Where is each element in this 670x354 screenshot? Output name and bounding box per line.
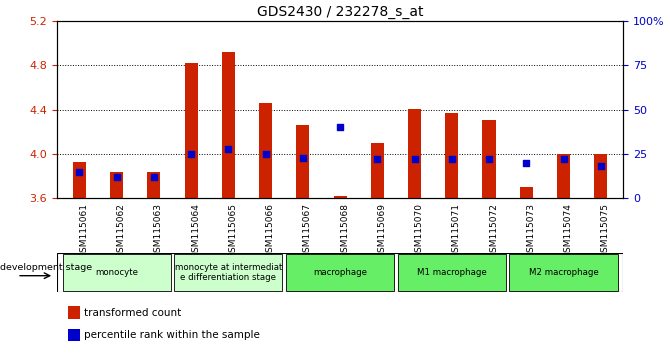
Bar xyxy=(520,187,533,198)
Text: GSM115073: GSM115073 xyxy=(526,202,535,258)
Point xyxy=(409,156,420,162)
Title: GDS2430 / 232278_s_at: GDS2430 / 232278_s_at xyxy=(257,5,423,19)
Bar xyxy=(334,196,346,198)
Text: GSM115062: GSM115062 xyxy=(117,202,125,257)
Point xyxy=(484,156,494,162)
FancyBboxPatch shape xyxy=(398,254,506,291)
Point xyxy=(74,169,84,175)
Bar xyxy=(296,125,310,198)
Point xyxy=(186,151,196,157)
Text: transformed count: transformed count xyxy=(84,308,182,318)
FancyBboxPatch shape xyxy=(62,254,171,291)
Text: percentile rank within the sample: percentile rank within the sample xyxy=(84,330,260,340)
FancyBboxPatch shape xyxy=(174,254,282,291)
FancyBboxPatch shape xyxy=(509,254,618,291)
Text: GSM115064: GSM115064 xyxy=(191,202,200,257)
Text: GSM115068: GSM115068 xyxy=(340,202,349,258)
Text: GSM115070: GSM115070 xyxy=(415,202,423,258)
Text: development stage: development stage xyxy=(0,263,92,273)
Text: GSM115074: GSM115074 xyxy=(563,202,572,257)
Point xyxy=(260,151,271,157)
Text: GSM115066: GSM115066 xyxy=(265,202,275,258)
Point xyxy=(334,125,345,130)
FancyBboxPatch shape xyxy=(286,254,394,291)
Text: macrophage: macrophage xyxy=(313,268,367,277)
Bar xyxy=(482,120,496,198)
Point xyxy=(558,156,569,162)
Text: GSM115065: GSM115065 xyxy=(228,202,237,258)
Bar xyxy=(68,329,80,341)
Bar xyxy=(259,103,272,198)
Point xyxy=(596,164,606,169)
Bar xyxy=(557,154,570,198)
Text: monocyte: monocyte xyxy=(95,268,138,277)
Bar xyxy=(68,307,80,319)
Text: GSM115069: GSM115069 xyxy=(377,202,387,258)
Bar xyxy=(147,172,160,198)
Point xyxy=(521,160,531,166)
Text: GSM115072: GSM115072 xyxy=(489,202,498,257)
Point xyxy=(223,146,234,152)
Point xyxy=(111,174,122,180)
Bar xyxy=(446,113,458,198)
Text: GSM115061: GSM115061 xyxy=(79,202,88,258)
Text: GSM115067: GSM115067 xyxy=(303,202,312,258)
Text: M1 macrophage: M1 macrophage xyxy=(417,268,486,277)
Bar xyxy=(408,109,421,198)
Text: GSM115071: GSM115071 xyxy=(452,202,461,258)
Bar xyxy=(594,154,607,198)
Text: GSM115075: GSM115075 xyxy=(601,202,610,258)
Bar xyxy=(371,143,384,198)
Text: M2 macrophage: M2 macrophage xyxy=(529,268,598,277)
Point xyxy=(446,156,457,162)
Bar xyxy=(184,63,198,198)
Text: GSM115063: GSM115063 xyxy=(154,202,163,258)
Bar xyxy=(110,172,123,198)
Point xyxy=(297,155,308,160)
Text: monocyte at intermediat
e differentiation stage: monocyte at intermediat e differentiatio… xyxy=(175,263,282,282)
Point xyxy=(149,174,159,180)
Bar xyxy=(222,52,234,198)
Point xyxy=(372,156,383,162)
Bar xyxy=(73,162,86,198)
